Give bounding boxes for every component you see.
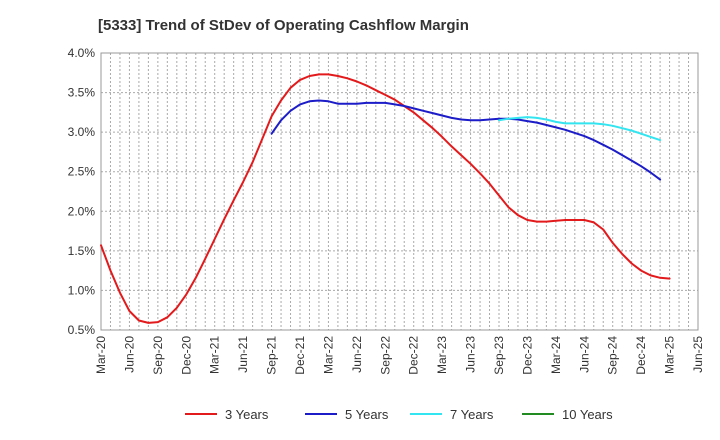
x-tick-label: Dec-24	[634, 336, 648, 375]
series-lines	[100, 73, 671, 324]
y-axis: 4.0% 3.5% 3.0% 2.5% 2.0% 1.5% 1.0% 0.5%	[68, 46, 96, 337]
x-tick-label: Sep-23	[492, 336, 506, 375]
x-tick-label: Mar-20	[94, 336, 108, 374]
x-tick-label: Jun-23	[464, 336, 478, 373]
y-tick-label: 4.0%	[68, 46, 96, 60]
x-tick-label: Jun-24	[577, 336, 591, 373]
y-tick-label: 2.0%	[68, 204, 96, 218]
chart-title: [5333] Trend of StDev of Operating Cashf…	[98, 17, 469, 34]
x-tick-label: Dec-22	[407, 336, 421, 375]
y-tick-label: 3.0%	[68, 125, 96, 139]
x-tick-label: Jun-22	[350, 336, 364, 373]
series-line-7-years	[498, 116, 662, 142]
x-tick-label: Mar-22	[321, 336, 335, 374]
grid-lines	[101, 53, 698, 330]
x-tick-label: Jun-20	[122, 336, 136, 373]
x-tick-label: Mar-23	[435, 336, 449, 374]
x-tick-label: Jun-21	[236, 336, 250, 373]
legend-label: 5 Years	[345, 407, 389, 422]
x-tick-label: Dec-21	[293, 336, 307, 375]
legend-label: 3 Years	[225, 407, 269, 422]
legend-label: 7 Years	[450, 407, 494, 422]
legend: 3 Years 5 Years 7 Years 10 Years	[185, 407, 613, 422]
x-tick-label: Sep-20	[151, 336, 165, 375]
series-line-5-years	[270, 99, 662, 181]
x-tick-label: Sep-22	[378, 336, 392, 375]
x-tick-label: Mar-24	[549, 336, 563, 374]
x-tick-label: Mar-21	[208, 336, 222, 374]
x-tick-label: Sep-24	[606, 336, 620, 375]
plot-area	[101, 53, 698, 330]
y-tick-label: 3.5%	[68, 86, 96, 100]
y-tick-label: 0.5%	[68, 323, 96, 337]
y-tick-label: 1.0%	[68, 283, 96, 297]
x-tick-label: Dec-23	[520, 336, 534, 375]
x-axis: Mar-20 Jun-20 Sep-20 Dec-20 Mar-21 Jun-21 Sep-…	[94, 336, 705, 375]
series-line-3-years	[100, 73, 671, 324]
x-tick-label: Mar-25	[663, 336, 677, 374]
y-tick-label: 1.5%	[68, 244, 96, 258]
x-tick-label: Jun-25	[691, 336, 705, 373]
plot-frame	[100, 52, 699, 331]
legend-label: 10 Years	[562, 407, 613, 422]
x-tick-label: Dec-20	[179, 336, 193, 375]
y-tick-label: 2.5%	[68, 165, 96, 179]
x-tick-label: Sep-21	[265, 336, 279, 375]
